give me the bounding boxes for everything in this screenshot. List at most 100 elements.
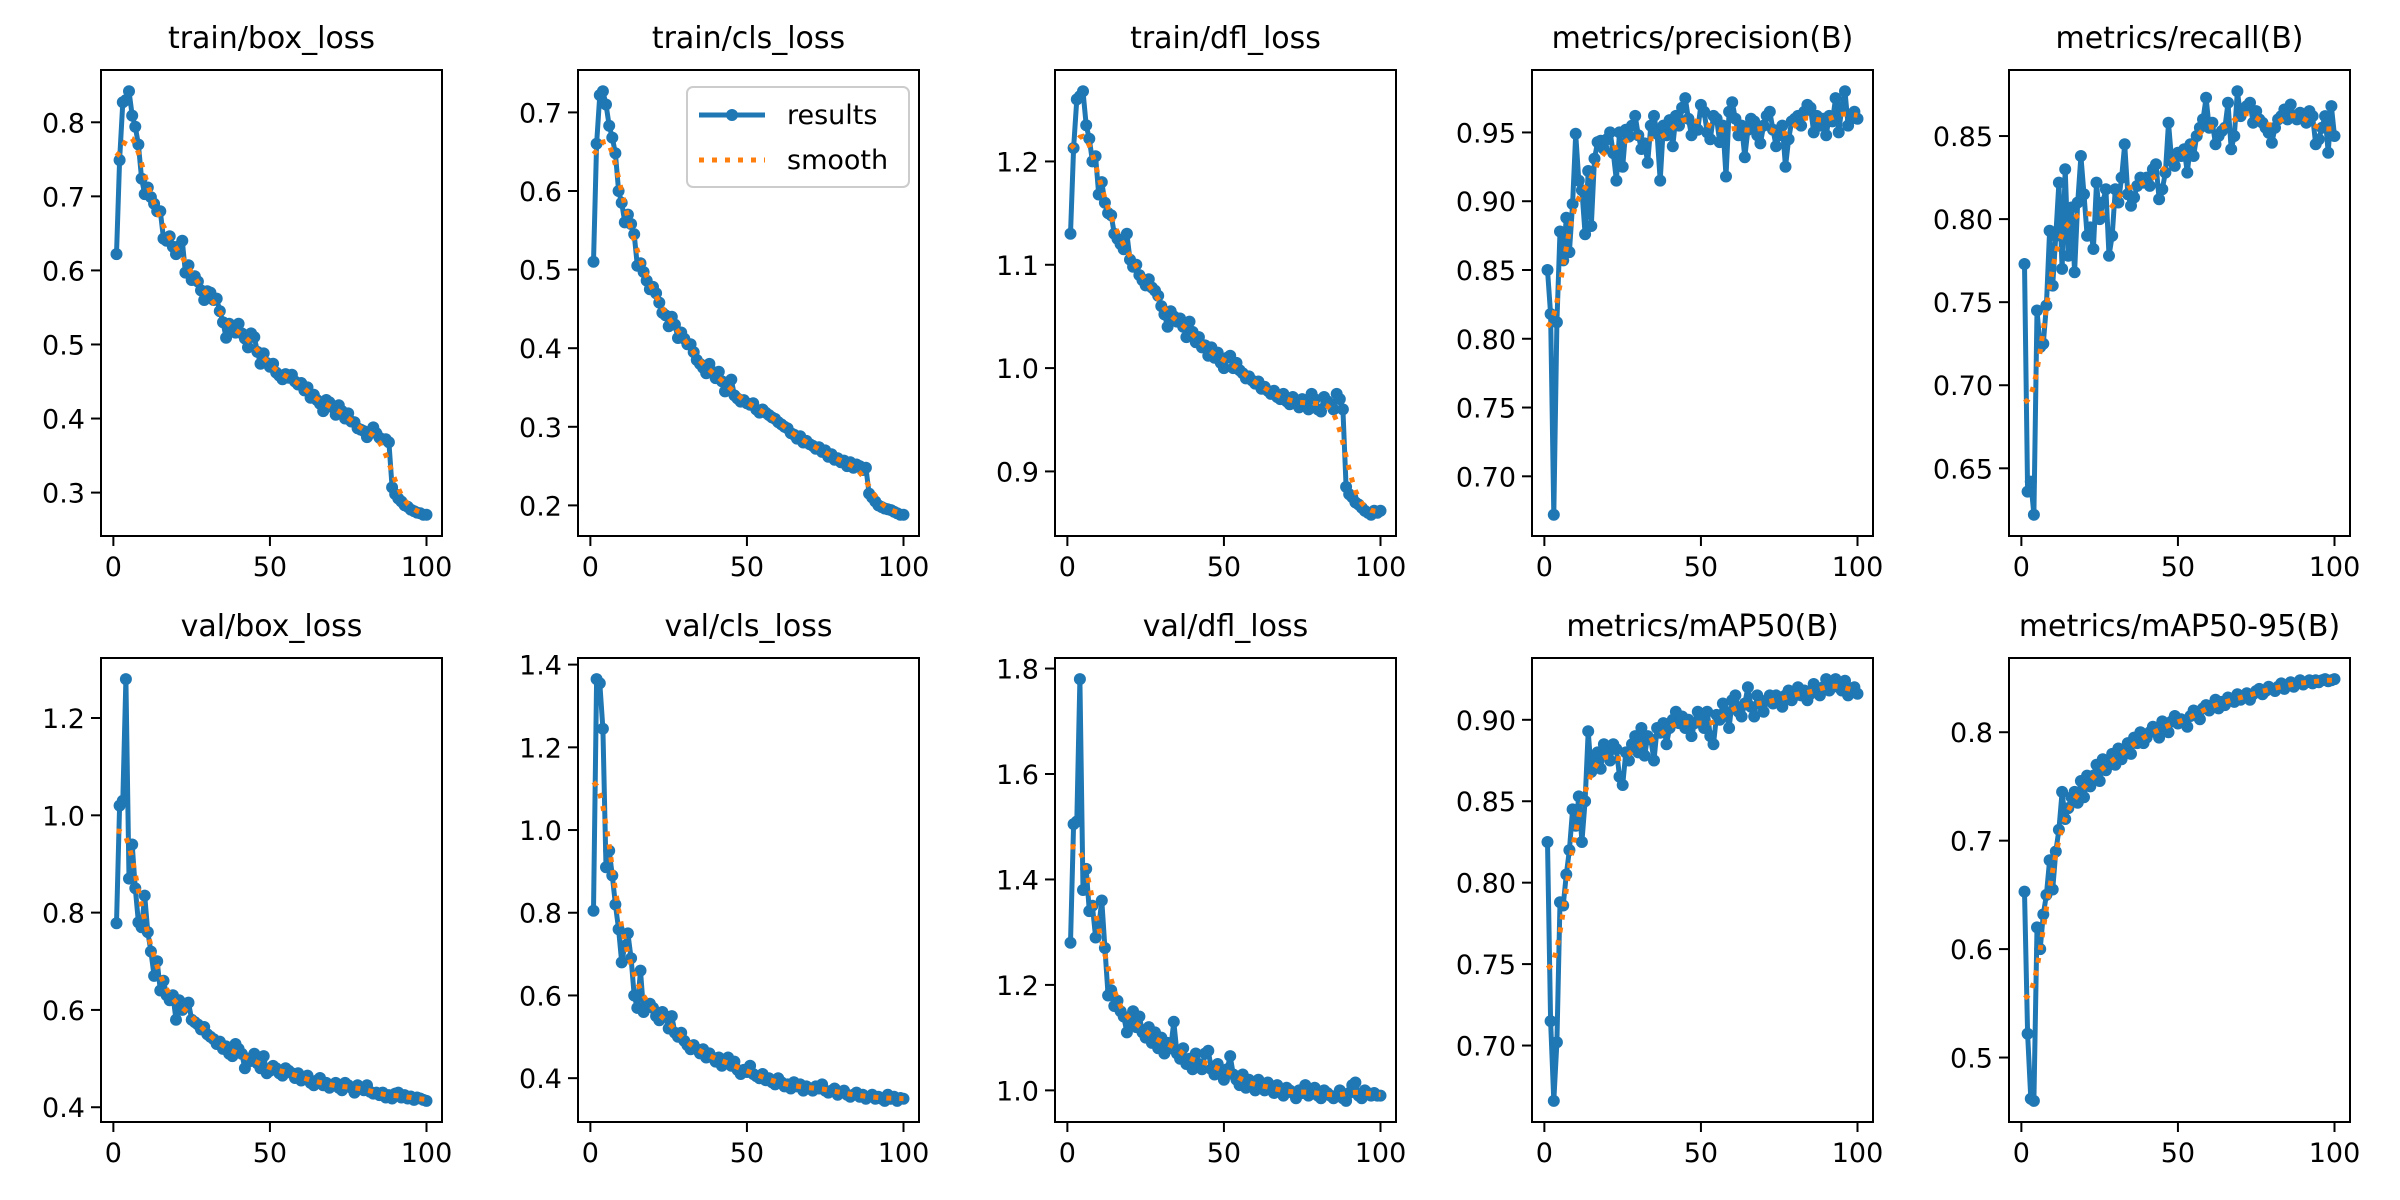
results-data-point — [1550, 316, 1563, 329]
chart-title: train/dfl_loss — [1130, 21, 1321, 56]
results-data-point — [232, 317, 245, 330]
legend-smooth-label: smooth — [787, 145, 888, 176]
results-data-point — [600, 98, 612, 111]
x-tick-label: 0 — [582, 552, 599, 583]
results-data-point — [1704, 133, 1717, 146]
results-data-point — [725, 373, 738, 386]
results-data-point — [1374, 1089, 1387, 1102]
results-data-point — [1644, 119, 1657, 132]
results-data-point — [2031, 304, 2043, 317]
y-tick-label: 0.90 — [1456, 706, 1516, 737]
results-data-point — [2125, 747, 2137, 760]
results-data-point — [2231, 85, 2244, 98]
results-data-point — [1698, 105, 1711, 118]
y-tick-label: 0.3 — [42, 479, 85, 510]
x-tick-label: 0 — [1536, 1138, 1553, 1169]
axes-frame — [1054, 69, 1397, 537]
results-data-point — [1333, 393, 1346, 406]
y-tick-label: 0.4 — [519, 1064, 562, 1095]
results-data-point — [1795, 119, 1808, 132]
results-data-point — [1676, 101, 1689, 114]
results-data-point — [138, 889, 151, 902]
results-data-point — [1685, 730, 1698, 743]
results-data-point — [220, 331, 233, 344]
results-data-point — [176, 234, 189, 247]
results-data-point — [1629, 730, 1642, 743]
x-tick-label: 50 — [1684, 1138, 1718, 1169]
y-tick-label: 0.2 — [519, 491, 562, 522]
results-data-point — [2068, 266, 2081, 279]
results-data-point — [1117, 243, 1130, 256]
results-data-point — [596, 85, 609, 98]
results-data-point — [1541, 264, 1554, 276]
results-data-point — [2071, 196, 2084, 209]
results-data-point — [1192, 331, 1205, 344]
x-tick-label: 50 — [1207, 552, 1241, 583]
results-data-point — [2312, 133, 2325, 146]
y-tick-label: 0.8 — [42, 108, 85, 139]
results-data-point — [123, 872, 135, 885]
results-data-point — [1566, 803, 1579, 816]
results-data-point — [1616, 160, 1629, 173]
results-data-point — [1070, 815, 1083, 828]
results-data-point — [2225, 143, 2238, 156]
axes-frame — [1054, 657, 1397, 1123]
legend-results-label: results — [787, 100, 877, 131]
results-data-point — [1735, 710, 1748, 723]
results-series-line — [2022, 676, 2336, 1104]
x-tick-label: 100 — [401, 1138, 453, 1169]
results-data-point — [650, 287, 663, 300]
results-data-point — [2093, 775, 2106, 787]
x-tick-label: 100 — [1832, 1138, 1884, 1169]
results-data-point — [1720, 170, 1732, 183]
chart-title: metrics/precision(B) — [1552, 21, 1854, 56]
y-tick-label: 1.0 — [996, 354, 1039, 385]
results-data-point — [603, 844, 616, 857]
results-data-point — [1211, 346, 1224, 359]
y-tick-label: 0.85 — [1933, 122, 1993, 153]
results-data-point — [2150, 158, 2162, 171]
subplot-metrics-map50-b-: metrics/mAP50(B) 0 50 100 0.70 0.75 0.80 0.85 0.… — [1456, 609, 1883, 1169]
results-data-point — [1585, 765, 1598, 778]
axes-frame — [1531, 657, 1874, 1123]
results-data-point — [1610, 174, 1623, 187]
results-data-point — [1776, 119, 1789, 132]
results-data-point — [593, 677, 606, 690]
results-data-point — [1713, 136, 1726, 149]
y-tick-label: 0.6 — [42, 256, 85, 287]
y-tick-label: 0.8 — [42, 899, 85, 930]
results-data-point — [151, 955, 164, 968]
results-data-point — [859, 461, 872, 474]
results-data-point — [2153, 193, 2166, 206]
results-data-point — [1349, 1076, 1362, 1089]
results-data-point — [2156, 183, 2169, 196]
y-tick-label: 0.70 — [1933, 371, 1993, 402]
results-data-point — [382, 436, 395, 449]
results-data-point — [1547, 1094, 1560, 1107]
results-data-point — [1660, 738, 1673, 751]
results-data-point — [1092, 188, 1105, 201]
results-data-point — [257, 347, 270, 360]
results-data-point — [1829, 92, 1842, 105]
x-tick-label: 100 — [401, 552, 453, 583]
results-data-point — [897, 1092, 910, 1105]
results-data-point — [1579, 228, 1592, 241]
results-series-line — [1545, 676, 1860, 1104]
y-tick-label: 0.80 — [1456, 869, 1516, 900]
y-tick-label: 0.5 — [1950, 1044, 1993, 1075]
results-data-point — [1779, 160, 1792, 173]
results-data-point — [1691, 123, 1704, 136]
results-data-point — [1083, 132, 1096, 145]
y-tick-label: 0.75 — [1456, 950, 1516, 981]
x-tick-label: 50 — [2161, 552, 2195, 583]
results-data-point — [2181, 166, 2194, 179]
results-data-point — [116, 794, 129, 807]
chart-title: val/cls_loss — [665, 609, 833, 644]
axes-frame — [1531, 69, 1874, 537]
results-data-point — [2265, 136, 2278, 149]
results-data-point — [1591, 746, 1604, 759]
chart-title: train/cls_loss — [652, 21, 845, 56]
results-data-point — [1654, 174, 1667, 187]
results-data-point — [1569, 127, 1582, 140]
